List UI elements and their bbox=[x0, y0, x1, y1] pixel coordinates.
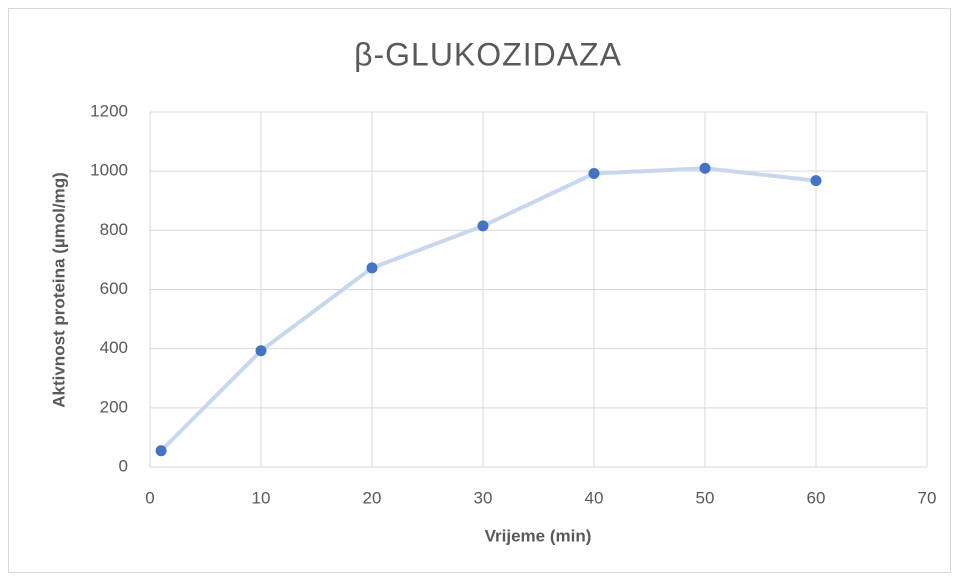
y-tick-label: 600 bbox=[100, 279, 128, 298]
y-tick-label: 200 bbox=[100, 397, 128, 416]
data-point bbox=[255, 345, 267, 357]
y-tick-label: 800 bbox=[100, 220, 128, 239]
y-tick-label: 0 bbox=[119, 456, 128, 475]
data-point bbox=[699, 162, 711, 174]
y-tick-label: 400 bbox=[100, 338, 128, 357]
y-tick-label: 1200 bbox=[90, 101, 128, 120]
x-tick-label: 50 bbox=[696, 488, 715, 507]
x-tick-label: 10 bbox=[252, 488, 271, 507]
x-tick-label: 40 bbox=[585, 488, 604, 507]
x-tick-label: 70 bbox=[918, 488, 937, 507]
data-point bbox=[810, 175, 822, 187]
data-point bbox=[477, 220, 489, 232]
chart-border bbox=[8, 8, 951, 573]
y-tick-label: 1000 bbox=[90, 161, 128, 180]
chart-title: β-GLUKOZIDAZA bbox=[354, 36, 622, 72]
x-axis-title: Vrijeme (min) bbox=[485, 526, 592, 545]
x-tick-label: 60 bbox=[807, 488, 826, 507]
x-tick-label: 0 bbox=[145, 488, 154, 507]
data-point bbox=[155, 445, 167, 457]
data-point bbox=[588, 168, 600, 180]
x-tick-label: 30 bbox=[474, 488, 493, 507]
data-point bbox=[366, 262, 378, 274]
x-tick-label: 20 bbox=[363, 488, 382, 507]
y-axis-title: Aktivnost proteina (µmol/mg) bbox=[49, 172, 68, 408]
